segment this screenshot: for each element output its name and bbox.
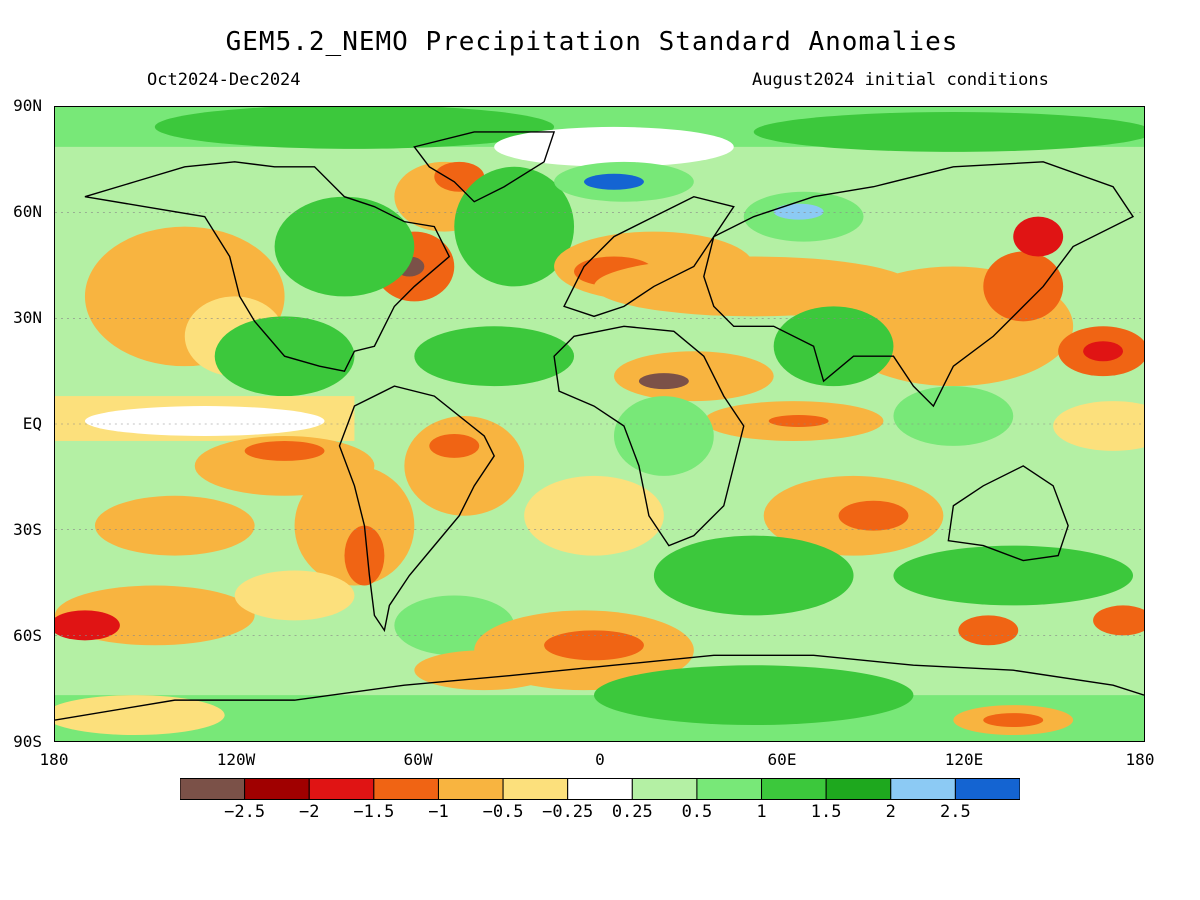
lon-label-120w: 120W bbox=[216, 750, 256, 769]
colorbar-tick-label: −1.5 bbox=[353, 802, 395, 822]
lat-label-60s: 60S bbox=[13, 626, 42, 645]
colorbar-tick-label: −2 bbox=[298, 802, 320, 822]
greenland-coast bbox=[413, 131, 556, 203]
lat-label-30s: 30S bbox=[13, 520, 42, 539]
lon-label-180w: 180 bbox=[39, 750, 69, 769]
anomaly-map bbox=[54, 106, 1145, 742]
colorbar bbox=[180, 778, 1020, 800]
lon-label-120e: 120E bbox=[944, 750, 984, 769]
forecast-period: Oct2024-Dec2024 bbox=[147, 70, 301, 90]
colorbar-tick-label: −0.25 bbox=[542, 802, 594, 822]
coastlines bbox=[55, 131, 1144, 721]
lat-label-30n: 30N bbox=[13, 308, 42, 327]
colorbar-tick-label: 1 bbox=[756, 802, 767, 822]
africa-coast bbox=[553, 325, 745, 547]
australia-coast bbox=[947, 465, 1069, 562]
colorbar-swatch bbox=[696, 778, 763, 800]
colorbar-tick-label: 2.5 bbox=[940, 802, 971, 822]
colorbar-tick-label: −0.5 bbox=[482, 802, 524, 822]
colorbar-tick-label: −1 bbox=[428, 802, 449, 822]
lon-label-60w: 60W bbox=[403, 750, 433, 769]
lat-label-eq: EQ bbox=[22, 414, 42, 433]
asia-coast bbox=[703, 161, 1135, 408]
colorbar-tick-label: 0.5 bbox=[681, 802, 713, 822]
grid-lines bbox=[55, 212, 1144, 636]
initial-conditions: August2024 initial conditions bbox=[752, 70, 1049, 90]
colorbar-swatch bbox=[761, 778, 827, 800]
colorbar-swatch bbox=[890, 778, 956, 800]
south-america-coast bbox=[338, 385, 495, 633]
colorbar-swatch bbox=[502, 778, 569, 800]
colorbar-swatch bbox=[437, 778, 504, 800]
anomaly-fields bbox=[55, 107, 1144, 741]
colorbar-swatch bbox=[631, 778, 698, 800]
colorbar-swatch bbox=[244, 778, 310, 800]
colorbar-tick-label: −2.5 bbox=[224, 802, 266, 822]
colorbar-swatch bbox=[180, 778, 246, 800]
colorbar-swatch bbox=[825, 778, 892, 800]
lat-label-90n: 90N bbox=[13, 96, 42, 115]
north-america-coast bbox=[84, 161, 451, 372]
colorbar-tick-label: 1.5 bbox=[810, 802, 842, 822]
colorbar-swatch bbox=[567, 778, 633, 800]
lon-label-60e: 60E bbox=[767, 750, 797, 769]
europe-coast bbox=[563, 195, 735, 318]
lat-label-60n: 60N bbox=[13, 202, 42, 221]
colorbar-tick-label: 2 bbox=[885, 802, 896, 822]
colorbar-swatch bbox=[308, 778, 375, 800]
antarctica-coast bbox=[55, 654, 1144, 721]
lon-label-0: 0 bbox=[595, 750, 605, 769]
map-title: GEM5.2_NEMO Precipitation Standard Anoma… bbox=[225, 27, 959, 57]
colorbar-tick-label: 0.25 bbox=[611, 802, 653, 822]
colorbar-swatch bbox=[954, 778, 1020, 800]
lon-label-180e: 180 bbox=[1125, 750, 1155, 769]
lat-label-90s: 90S bbox=[13, 732, 42, 751]
colorbar-swatches bbox=[180, 778, 1020, 800]
colorbar-swatch bbox=[373, 778, 439, 800]
